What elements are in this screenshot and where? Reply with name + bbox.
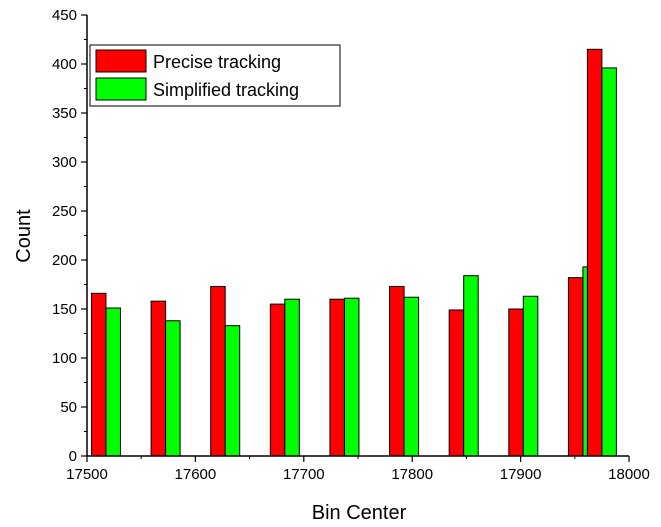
y-tick-label-200: 200 <box>52 252 77 269</box>
bar-simplified-1 <box>165 320 181 457</box>
bar-precise-3 <box>269 303 286 457</box>
y-tick-label-150: 150 <box>52 301 77 318</box>
y-tick-label-400: 400 <box>52 56 77 73</box>
bar-precise-5 <box>389 285 405 457</box>
bar-precise-8 <box>567 277 584 457</box>
bar-simplified-9 <box>601 67 617 457</box>
y-tick-label-300: 300 <box>52 154 77 171</box>
x-tick-label-18000: 18000 <box>608 466 650 483</box>
y-tick-label-50: 50 <box>60 399 77 416</box>
bar-precise-1 <box>150 300 167 457</box>
x-tick-label-17800: 17800 <box>391 466 433 483</box>
bar-precise-4 <box>329 298 345 457</box>
bar-precise-2 <box>210 285 226 457</box>
legend-swatch-simplified <box>95 77 147 101</box>
bar-simplified-3 <box>284 298 300 457</box>
bar-precise-0 <box>90 292 107 457</box>
bar-precise-7 <box>508 308 524 457</box>
bar-simplified-0 <box>105 307 121 457</box>
bars-layer <box>90 48 617 457</box>
y-axis-title: Count <box>13 209 35 263</box>
y-tick-label-450: 450 <box>52 7 77 24</box>
legend: Precise tracking Simplified tracking <box>89 44 341 107</box>
bar-simplified-5 <box>403 296 420 457</box>
x-tick-label-17600: 17600 <box>175 466 217 483</box>
x-tick-label-17700: 17700 <box>283 466 325 483</box>
bar-simplified-7 <box>522 295 539 457</box>
bar-simplified-2 <box>224 325 241 457</box>
y-tick-label-350: 350 <box>52 105 77 122</box>
y-tick-label-0: 0 <box>69 448 77 465</box>
x-tick-label-17500: 17500 <box>66 466 108 483</box>
legend-label-simplified: Simplified tracking <box>153 80 299 100</box>
bar-precise-9 <box>586 48 603 457</box>
bar-simplified-4 <box>343 297 360 457</box>
ticks-layer: 17500 17600 17700 17800 17900 18000 0 50 100 150 2… <box>52 7 650 483</box>
y-tick-label-100: 100 <box>52 350 77 367</box>
legend-swatch-precise <box>95 49 147 73</box>
legend-label-precise: Precise tracking <box>153 52 281 72</box>
bar-simplified-6 <box>463 275 479 457</box>
bar-precise-6 <box>448 309 465 457</box>
x-axis-title: Bin Center <box>312 502 407 524</box>
x-tick-label-17900: 17900 <box>500 466 542 483</box>
y-tick-label-250: 250 <box>52 203 77 220</box>
